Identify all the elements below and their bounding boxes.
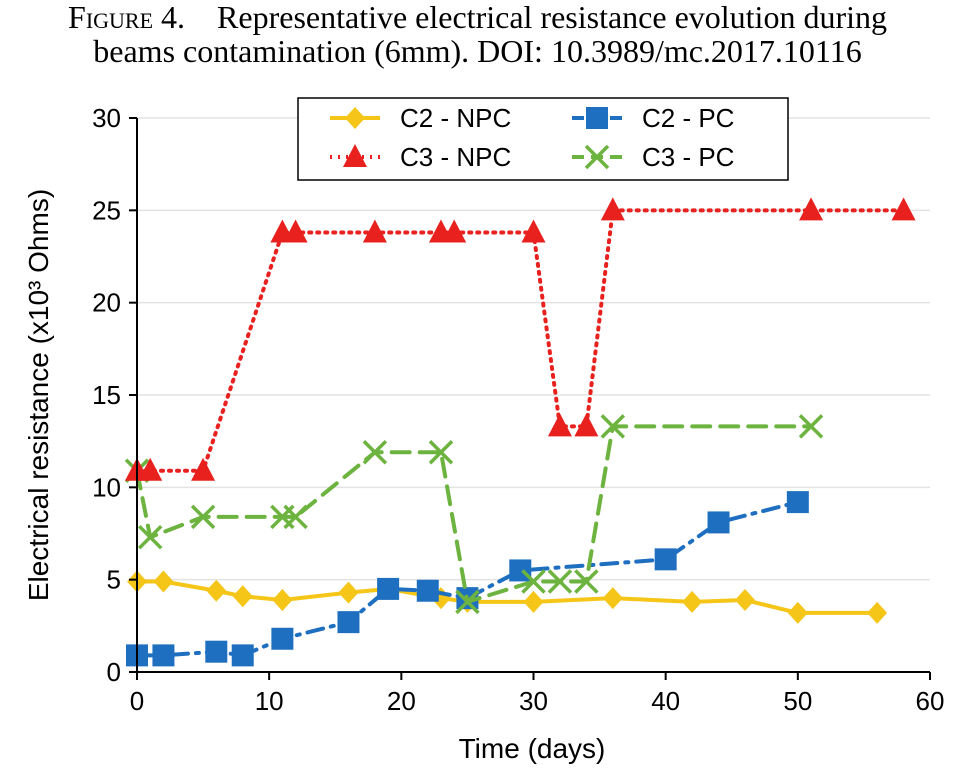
data-point [867,601,888,624]
x-tick-label: 10 [255,686,284,716]
legend-label: C3 - NPC [400,142,511,172]
legend-box [297,97,789,181]
legend-marker [586,107,608,129]
legend-label: C2 - PC [642,103,734,133]
y-axis-title: Electrical resistance (x10³ Ohms) [23,189,54,601]
data-point [232,585,253,608]
data-point [283,219,308,243]
data-point [206,579,227,602]
x-axis-title: Time (days) [459,733,606,764]
data-point [521,219,546,243]
data-point [786,491,809,514]
legend-marker [343,144,367,167]
data-point [455,589,480,615]
data-point [574,569,599,594]
series-line [135,208,906,473]
legend-marker [584,144,610,170]
y-tick-label: 5 [107,565,121,595]
data-point [283,504,308,530]
data-point [138,457,163,481]
series-2 [125,197,916,481]
data-point [521,569,546,594]
y-tick-label: 30 [92,103,121,133]
x-tick-label: 60 [916,686,945,716]
data-point [272,588,293,611]
data-point [338,581,359,604]
y-tick-label: 25 [92,195,121,225]
data-point [442,219,467,243]
data-point [271,627,294,650]
data-point [574,413,599,437]
data-point [600,197,625,221]
data-point [190,504,216,530]
data-point [152,644,175,667]
data-point [734,588,755,611]
data-point [654,548,677,571]
x-tick-label: 30 [519,686,548,716]
caption-line-1: Figure 4. Representative electrical resi… [0,0,955,34]
data-point [798,414,824,439]
y-tick-label: 15 [92,380,121,410]
data-point [337,611,360,634]
legend: C2 - NPC C2 - PC C3 - NPC C3 - PC [297,97,789,181]
data-point [787,601,808,624]
legend-item: C2 - NPC [330,103,511,133]
legend-item: C3 - PC [572,142,734,172]
data-point [362,219,387,243]
figure-caption: Figure 4. Representative electrical resi… [0,0,955,68]
data-point [137,524,163,550]
x-tick-label: 40 [651,686,680,716]
data-point [377,577,400,600]
data-point [707,511,730,534]
y-tick-label: 20 [92,288,121,318]
data-point [205,640,228,663]
legend-marker [345,107,365,129]
x-tick-label: 20 [387,686,416,716]
legend-label: C3 - PC [642,142,734,172]
legend-item: C3 - NPC [330,142,511,172]
data-point [682,590,703,613]
figure-label: Figure 4. [68,0,186,35]
data-point [891,197,916,221]
caption-line-2: beams contamination (6mm). DOI: 10.3989/… [93,33,862,69]
plot-series [124,197,916,667]
data-point [153,570,174,593]
data-point [602,587,623,610]
caption-text-1: Representative electrical resistance evo… [217,0,887,35]
series-line [135,500,800,658]
data-point [191,457,216,481]
data-point [600,414,626,439]
data-point [523,590,544,613]
x-tick-label: 50 [783,686,812,716]
data-point [428,440,454,465]
data-point [362,440,388,465]
series-1 [126,491,809,667]
x-tick-label: 0 [130,686,144,716]
grid-lines [137,117,930,581]
tick-labels: 0 5 10 15 20 25 30 0 10 20 30 40 50 60 [92,103,944,716]
data-point [547,569,573,594]
legend-item: C2 - PC [572,103,734,133]
data-point [799,197,824,221]
data-point [547,413,572,437]
y-tick-label: 0 [107,657,121,687]
series-3 [124,414,824,615]
y-tick-label: 10 [92,472,121,502]
data-point [231,644,254,667]
legend-label: C2 - NPC [400,103,511,133]
data-point [416,579,439,602]
